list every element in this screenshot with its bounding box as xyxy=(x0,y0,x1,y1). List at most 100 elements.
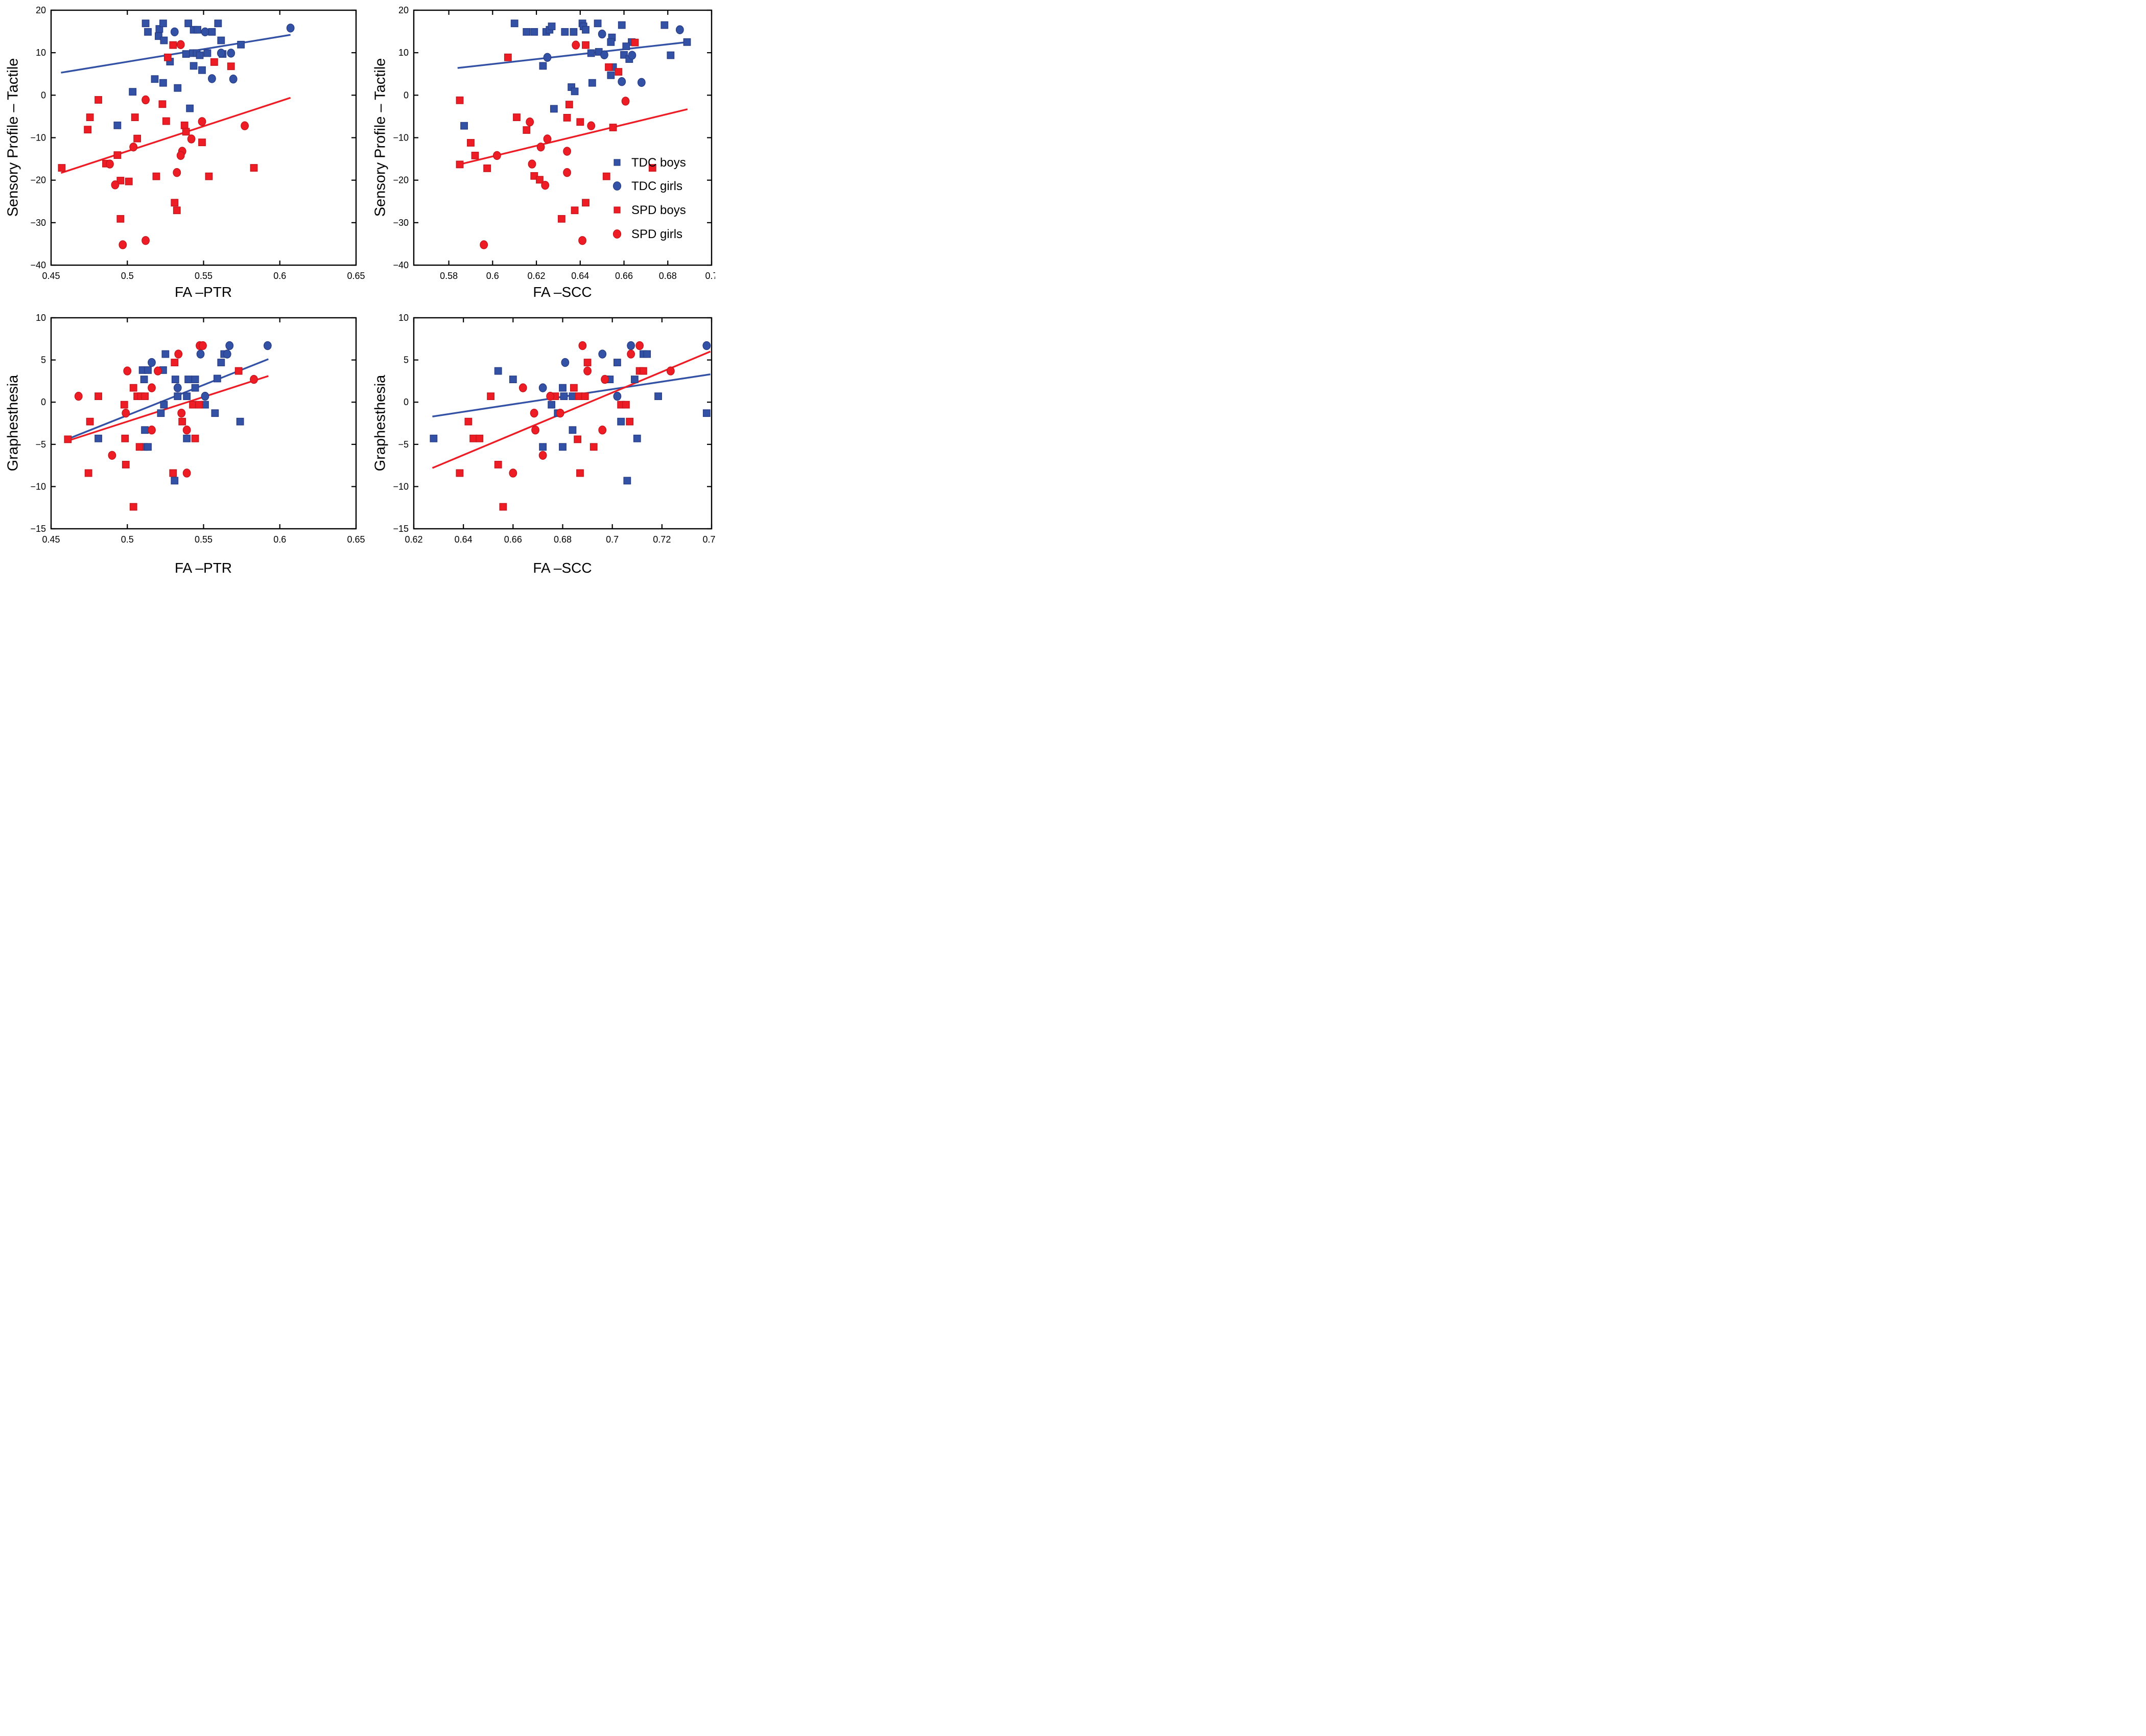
data-point-tdc-boys xyxy=(683,38,691,46)
data-point-spd-boys xyxy=(483,164,491,172)
data-point-spd-boys xyxy=(198,138,206,147)
y-tick-label: 5 xyxy=(41,355,46,365)
y-tick-label: −20 xyxy=(393,175,409,185)
x-tick-label: 0.6 xyxy=(486,271,499,281)
x-tick-label: 0.45 xyxy=(42,534,60,545)
data-point-tdc-girls xyxy=(263,341,272,350)
data-point-spd-boys xyxy=(227,62,235,71)
data-point-spd-boys xyxy=(113,151,122,159)
data-point-spd-girls xyxy=(173,168,181,177)
data-point-spd-boys xyxy=(589,443,598,451)
data-point-spd-boys xyxy=(471,152,479,159)
data-point-spd-boys xyxy=(169,469,177,477)
data-point-tdc-girls xyxy=(598,29,606,39)
data-point-spd-girls xyxy=(531,426,539,435)
data-point-tdc-girls xyxy=(702,341,711,350)
data-point-tdc-boys xyxy=(623,477,631,485)
y-tick-label: −10 xyxy=(30,481,46,491)
data-point-spd-girls xyxy=(187,134,196,144)
data-point-spd-girls xyxy=(538,451,547,460)
data-point-spd-girls xyxy=(635,341,644,350)
data-point-tdc-boys xyxy=(157,409,165,417)
x-tick-label: 0.5 xyxy=(121,271,134,281)
data-point-tdc-boys xyxy=(237,40,245,49)
data-point-spd-girls xyxy=(142,95,150,105)
data-point-spd-girls xyxy=(142,236,150,245)
x-tick-label: 0.45 xyxy=(42,271,60,281)
data-point-spd-girls xyxy=(546,391,555,401)
y-tick-label: −10 xyxy=(393,481,409,491)
data-point-spd-girls xyxy=(122,408,130,418)
data-point-tdc-boys xyxy=(550,105,558,113)
data-point-tdc-boys xyxy=(211,409,219,417)
data-point-spd-girls xyxy=(492,151,501,160)
data-point-tdc-girls xyxy=(637,78,646,87)
y-tick-label: 0 xyxy=(41,397,46,407)
data-point-spd-girls xyxy=(480,240,488,249)
data-point-tdc-boys xyxy=(548,22,556,31)
data-point-tdc-boys xyxy=(191,384,199,392)
y-tick-label: 10 xyxy=(398,48,409,58)
data-point-spd-girls xyxy=(182,468,191,478)
data-point-spd-girls xyxy=(106,159,114,169)
data-point-tdc-girls xyxy=(598,349,607,359)
data-point-tdc-boys xyxy=(618,21,626,29)
data-point-spd-boys xyxy=(84,469,92,477)
data-point-spd-boys xyxy=(523,126,531,134)
data-point-spd-boys xyxy=(602,172,610,180)
data-point-spd-boys xyxy=(158,100,167,108)
data-point-spd-boys xyxy=(86,113,94,121)
data-point-tdc-boys xyxy=(667,51,675,59)
x-axis-label-fa-ptr-bottom: FA –PTR xyxy=(174,560,232,576)
data-point-spd-girls xyxy=(177,408,186,418)
data-point-spd-girls xyxy=(108,451,116,460)
legend-label-spd-boys: SPD boys xyxy=(631,203,686,217)
data-point-tdc-boys xyxy=(217,36,225,44)
data-point-tdc-boys xyxy=(217,359,225,366)
data-point-tdc-boys xyxy=(160,401,168,409)
data-point-spd-boys xyxy=(205,172,213,180)
y-tick-label: −40 xyxy=(30,260,46,270)
data-point-tdc-boys xyxy=(633,434,641,442)
data-point-tdc-girls xyxy=(201,391,209,401)
data-point-tdc-boys xyxy=(194,26,201,34)
data-point-tdc-boys xyxy=(643,350,651,358)
data-point-spd-boys xyxy=(173,206,181,215)
data-point-tdc-boys xyxy=(159,19,167,28)
data-point-spd-boys xyxy=(171,199,179,207)
data-point-spd-boys xyxy=(95,392,102,401)
data-point-tdc-boys xyxy=(630,376,639,383)
data-point-spd-girls xyxy=(563,147,571,156)
data-point-tdc-boys xyxy=(588,79,596,87)
data-point-tdc-boys xyxy=(559,384,567,392)
data-point-tdc-girls xyxy=(600,50,608,60)
data-point-spd-boys xyxy=(582,199,589,207)
x-tick-label: 0.65 xyxy=(347,534,365,545)
x-tick-label: 0.68 xyxy=(554,534,572,545)
data-point-tdc-boys xyxy=(430,434,438,442)
data-point-spd-boys xyxy=(565,101,573,109)
data-point-tdc-boys xyxy=(561,28,569,36)
data-point-tdc-boys xyxy=(594,19,602,28)
x-tick-label: 0.62 xyxy=(528,271,546,281)
data-point-tdc-girls xyxy=(225,341,234,350)
data-point-spd-boys xyxy=(622,401,630,409)
data-point-spd-boys xyxy=(456,469,464,477)
data-point-tdc-girls xyxy=(148,358,156,367)
data-point-tdc-boys xyxy=(182,50,190,58)
data-point-tdc-boys xyxy=(236,417,244,426)
data-point-tdc-boys xyxy=(159,79,167,87)
data-point-tdc-girls xyxy=(543,53,552,62)
data-point-spd-boys xyxy=(58,164,66,172)
x-tick-label: 0.66 xyxy=(615,271,633,281)
data-point-spd-boys xyxy=(133,134,142,143)
data-point-tdc-girls xyxy=(217,49,225,58)
data-point-spd-boys xyxy=(605,63,612,71)
data-point-spd-girls xyxy=(74,391,83,401)
data-point-spd-boys xyxy=(191,434,199,442)
data-point-spd-boys xyxy=(576,469,584,477)
data-point-tdc-boys xyxy=(155,25,163,33)
data-point-tdc-boys xyxy=(144,28,152,36)
data-point-spd-girls xyxy=(148,426,156,435)
data-point-tdc-girls xyxy=(628,51,636,60)
